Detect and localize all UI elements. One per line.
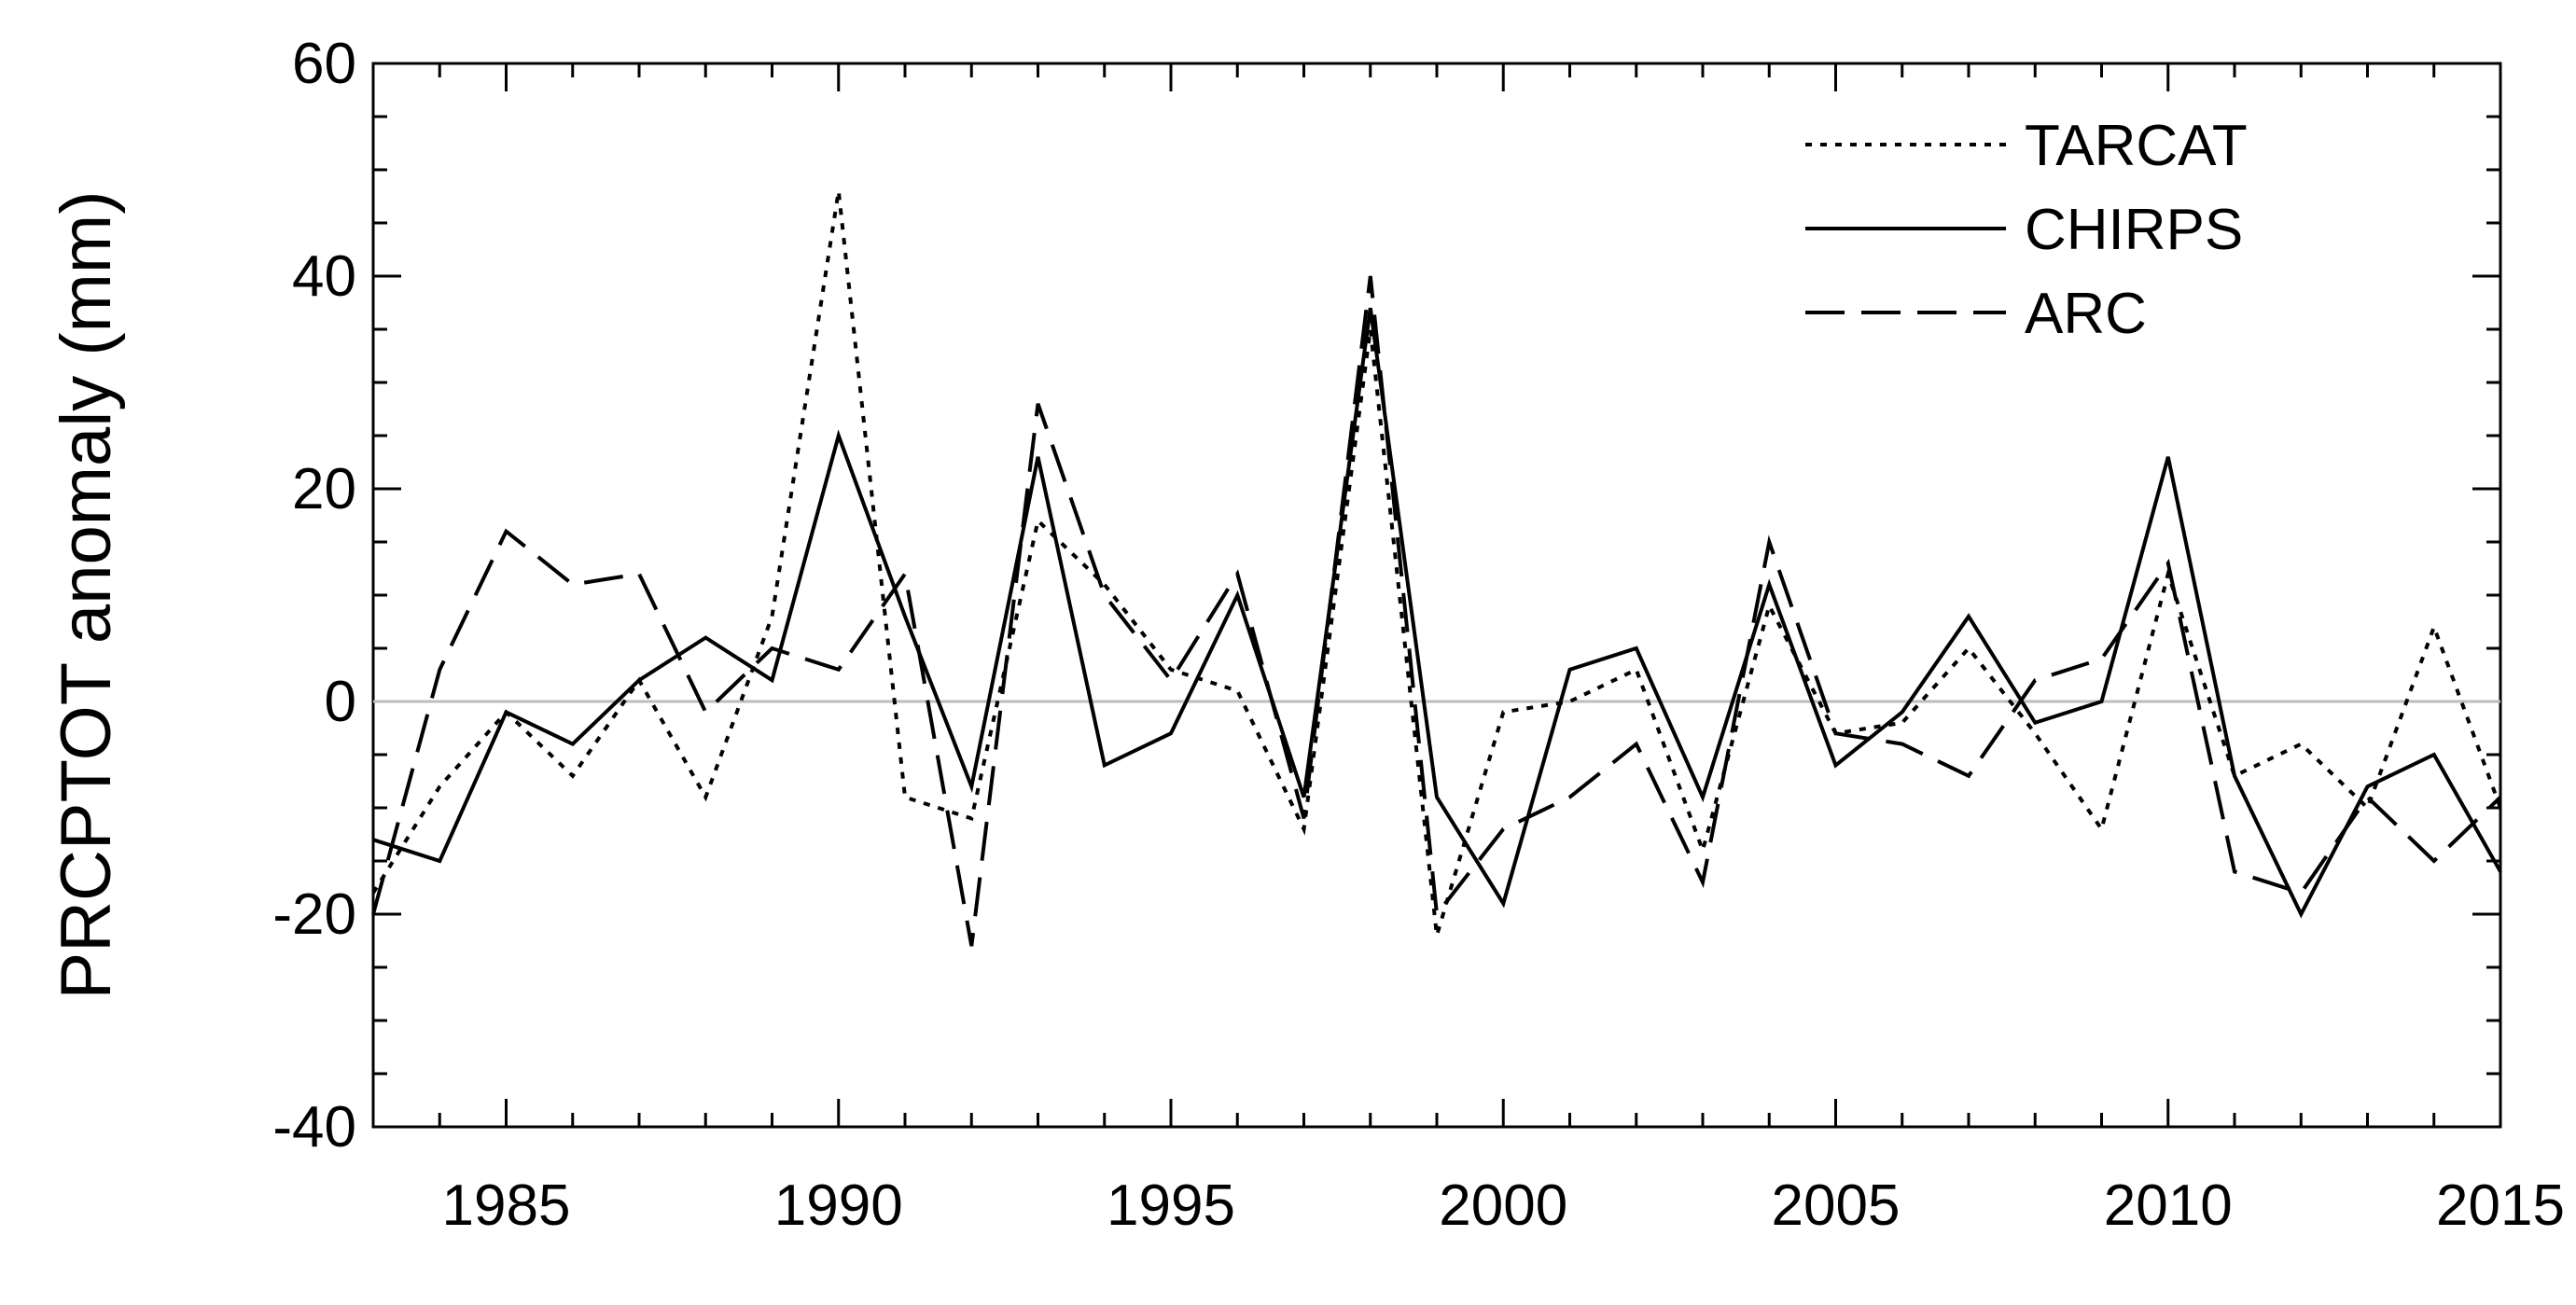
y-tick-label: 40	[292, 244, 356, 309]
legend-label: CHIRPS	[2025, 198, 2243, 262]
x-tick-label: 2005	[1772, 1173, 1901, 1238]
series-line-tarcat	[371, 190, 2502, 937]
x-tick-label: 1995	[1107, 1173, 1235, 1238]
y-tick-label: 60	[292, 32, 356, 96]
y-tick-label: 0	[325, 670, 356, 734]
series-group	[371, 190, 2502, 947]
x-tick-label: 1990	[774, 1173, 903, 1238]
legend-label: TARCAT	[2025, 114, 2248, 178]
series-line-chirps	[372, 307, 2502, 919]
x-tick-label: 2015	[2436, 1173, 2565, 1238]
x-tick-label: 2010	[2104, 1173, 2233, 1238]
legend-label: ARC	[2025, 282, 2147, 346]
y-tick-label: -20	[272, 882, 356, 947]
tick-labels: 1985 1990 1995 2000 2005 2010 2015 -40 -20 0 20 40 6…	[272, 32, 2565, 1238]
x-tick-label: 2000	[1439, 1173, 1567, 1238]
x-tick-label: 1985	[442, 1173, 571, 1238]
y-axis-label: PRCPTOT anomaly (mm)	[47, 190, 126, 999]
y-tick-label: 20	[292, 457, 356, 521]
series-line-arc	[371, 275, 2502, 947]
y-tick-label: -40	[272, 1095, 356, 1159]
legend: TARCAT CHIRPS ARC	[1805, 114, 2248, 346]
